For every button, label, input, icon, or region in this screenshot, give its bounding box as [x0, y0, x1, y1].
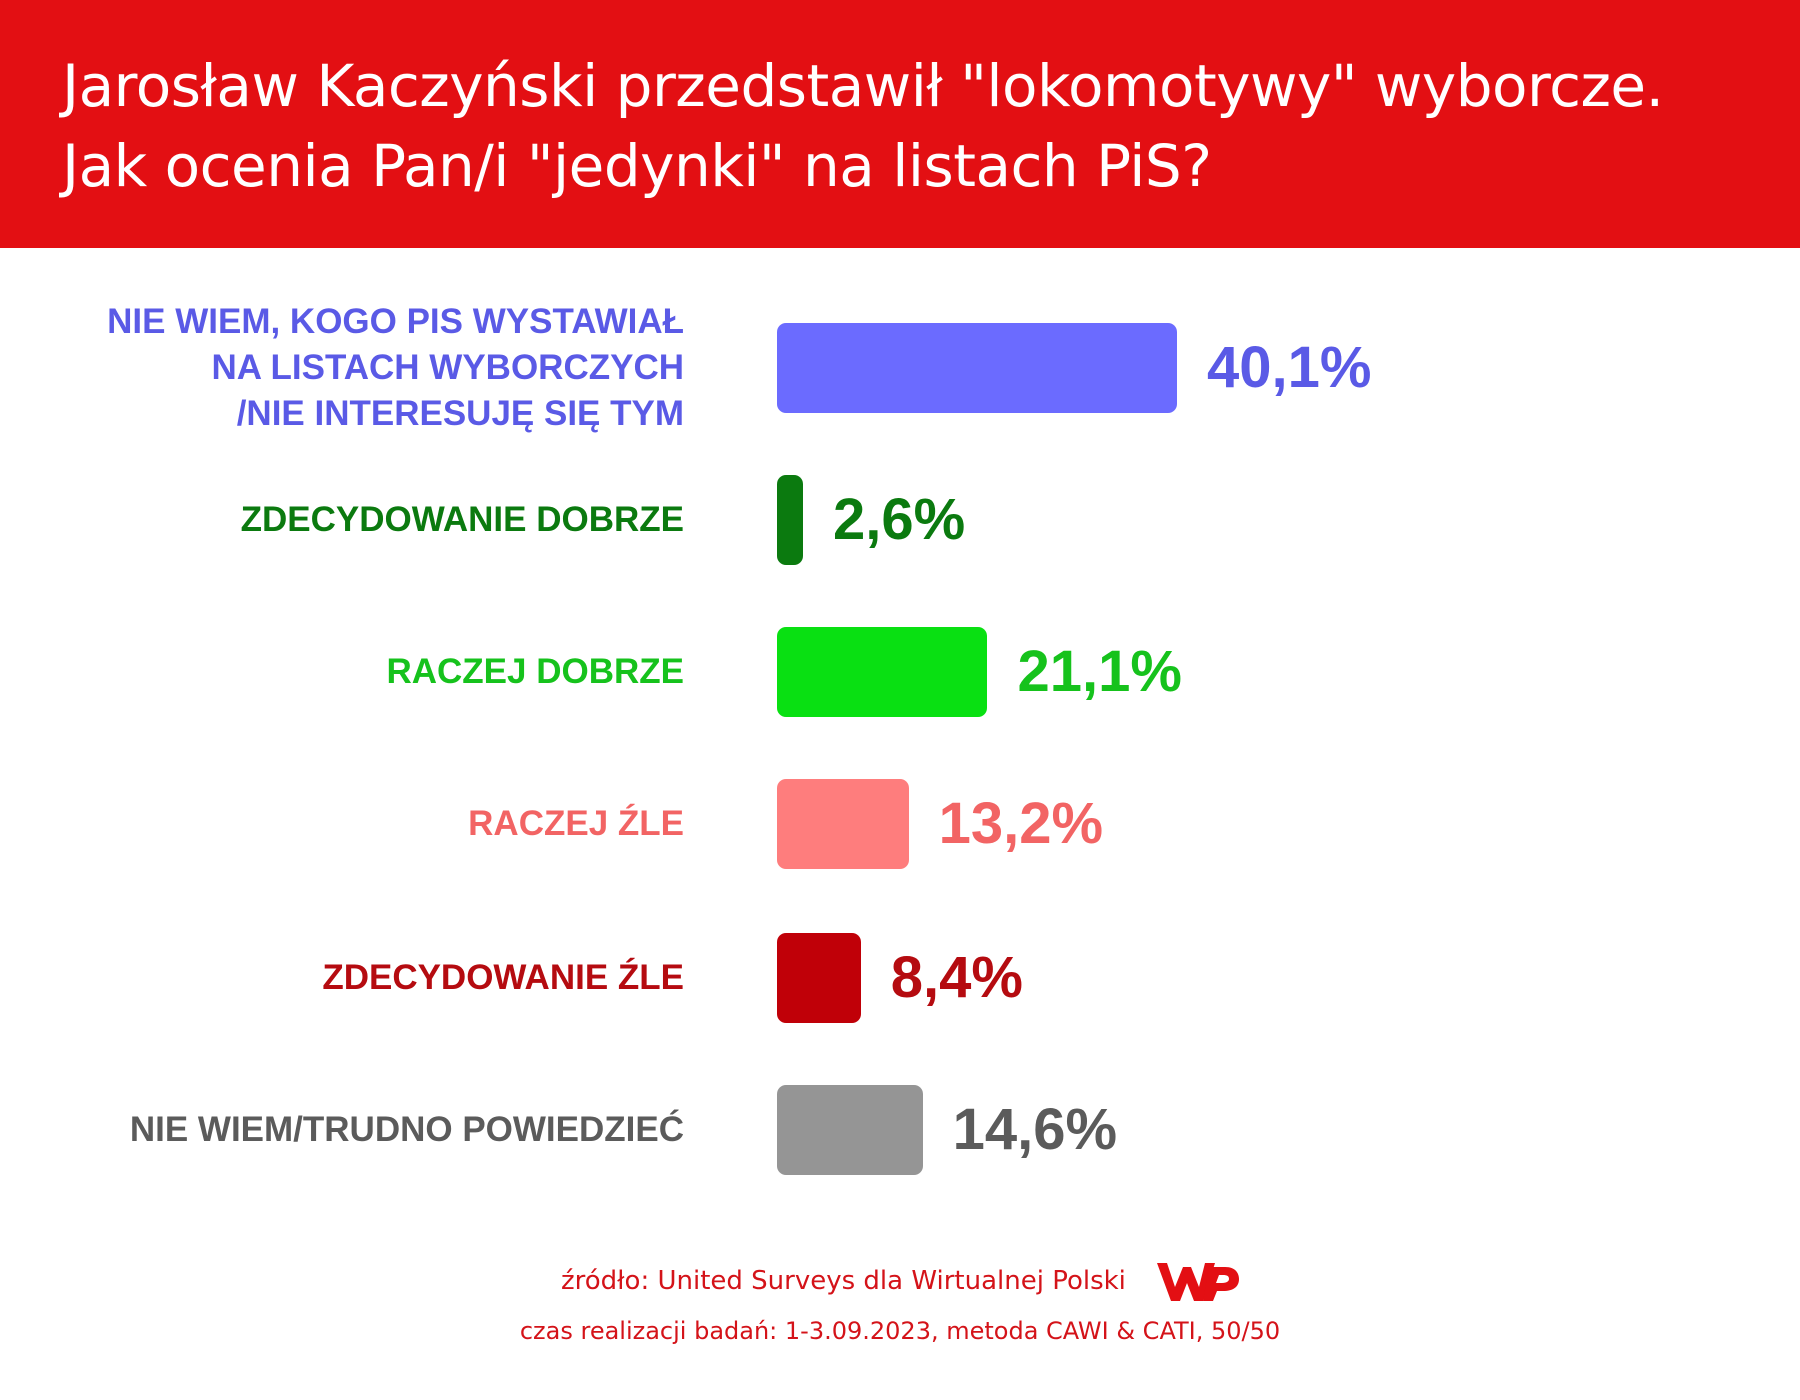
category-label-line: ZDECYDOWANIE DOBRZE	[240, 500, 684, 539]
category-label: NIE WIEM, KOGO PIS WYSTAWIAŁ NA LISTACH W…	[107, 299, 684, 437]
category-label-line: NA LISTACH WYBORCZYCH	[211, 348, 684, 387]
bar-row: RACZEJ ŹLE 13,2%	[0, 744, 1800, 904]
value-label: 13,2%	[938, 791, 1104, 856]
category-label: NIE WIEM/TRUDNO POWIEDZIEĆ	[130, 1107, 684, 1153]
bar-row: NIE WIEM/TRUDNO POWIEDZIEĆ 14,6%	[0, 1050, 1800, 1210]
title-banner: Jarosław Kaczyński przedstawił "lokomoty…	[0, 0, 1800, 248]
source-line: źródło: United Surveys dla Wirtualnej Po…	[0, 1257, 1800, 1305]
value-label: 40,1%	[1207, 335, 1372, 400]
page-title-line-1: Jarosław Kaczyński przedstawił "lokomoty…	[62, 52, 1664, 120]
value-label: 21,1%	[1017, 639, 1182, 704]
source-text: źródło: United Surveys dla Wirtualnej Po…	[560, 1266, 1126, 1296]
category-label: ZDECYDOWANIE ŹLE	[322, 955, 684, 1001]
bar-chart: NIE WIEM, KOGO PIS WYSTAWIAŁ NA LISTACH W…	[0, 248, 1800, 1228]
category-label-line: NIE WIEM/TRUDNO POWIEDZIEĆ	[129, 1110, 684, 1149]
chart-footer: źródło: United Surveys dla Wirtualnej Po…	[0, 1235, 1800, 1355]
category-label: RACZEJ ŹLE	[468, 801, 684, 847]
bar	[777, 323, 1177, 413]
category-label-line: NIE WIEM, KOGO PIS WYSTAWIAŁ	[107, 302, 684, 341]
bar-row: ZDECYDOWANIE DOBRZE 2,6%	[0, 440, 1800, 600]
page-title-line-2: Jak ocenia Pan/i "jedynki" na listach Pi…	[62, 132, 1212, 200]
wp-logo-icon	[1157, 1263, 1239, 1301]
method-text: czas realizacji badań: 1-3.09.2023, meto…	[519, 1317, 1281, 1345]
category-label-line: RACZEJ ŹLE	[468, 804, 684, 843]
value-label: 8,4%	[890, 945, 1023, 1010]
bar	[777, 475, 803, 565]
category-label-line: ZDECYDOWANIE ŹLE	[322, 958, 684, 997]
value-label: 14,6%	[952, 1097, 1118, 1162]
category-label: ZDECYDOWANIE DOBRZE	[241, 497, 684, 543]
bar-row: NIE WIEM, KOGO PIS WYSTAWIAŁ NA LISTACH W…	[0, 288, 1800, 448]
bar	[777, 933, 861, 1023]
value-label: 2,6%	[833, 487, 966, 552]
category-label: RACZEJ DOBRZE	[386, 649, 684, 695]
bar-row: ZDECYDOWANIE ŹLE 8,4%	[0, 898, 1800, 1058]
category-label-line: /NIE INTERESUJĘ SIĘ TYM	[236, 394, 684, 433]
bar	[777, 627, 988, 717]
bar	[777, 1085, 923, 1175]
bar	[777, 779, 909, 869]
bar-row: RACZEJ DOBRZE 21,1%	[0, 592, 1800, 752]
category-label-line: RACZEJ DOBRZE	[386, 652, 684, 691]
